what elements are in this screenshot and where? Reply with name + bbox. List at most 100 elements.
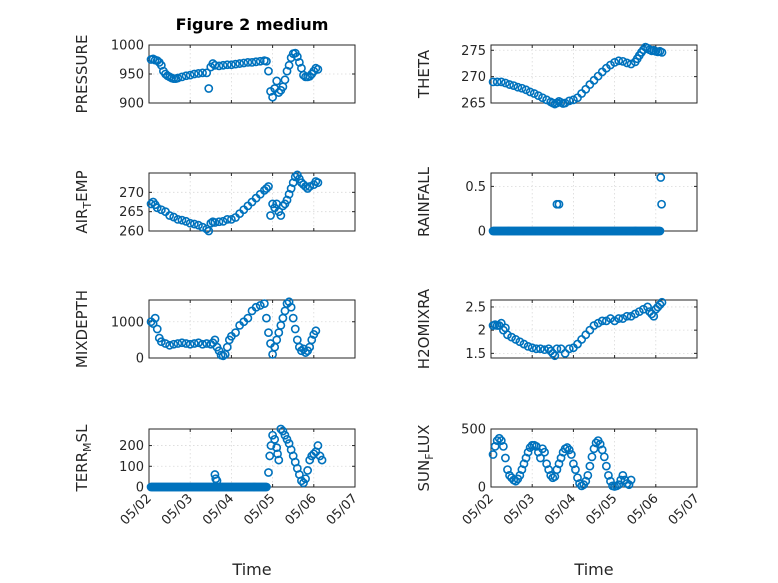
data-point bbox=[198, 68, 207, 78]
data-point bbox=[274, 455, 284, 465]
scatter-series bbox=[146, 48, 323, 102]
data-point bbox=[210, 218, 220, 227]
data-point bbox=[259, 299, 269, 309]
data-point bbox=[313, 64, 323, 74]
data-point bbox=[235, 59, 245, 68]
subplot-6: 1.5 2 2.5 H2OMIXRA bbox=[415, 288, 698, 369]
data-point bbox=[284, 60, 294, 70]
data-point bbox=[181, 216, 191, 226]
data-point bbox=[614, 480, 624, 490]
data-point bbox=[212, 476, 222, 486]
data-point bbox=[273, 449, 282, 459]
data-point bbox=[150, 313, 160, 323]
data-point bbox=[231, 59, 240, 69]
data-point bbox=[622, 58, 632, 68]
data-point bbox=[206, 218, 216, 228]
data-point bbox=[177, 72, 187, 82]
data-point bbox=[513, 82, 523, 92]
data-point bbox=[198, 339, 207, 349]
data-point bbox=[272, 76, 282, 86]
data-point bbox=[181, 339, 191, 348]
data-point bbox=[523, 447, 533, 457]
data-point bbox=[148, 319, 158, 328]
y-axis-label: SUNFLUX bbox=[415, 425, 436, 492]
data-point bbox=[488, 450, 498, 459]
data-point bbox=[218, 60, 228, 70]
data-point bbox=[536, 453, 545, 463]
y-tick-label: 0 bbox=[136, 352, 144, 367]
data-point bbox=[251, 57, 261, 67]
data-point bbox=[280, 75, 290, 85]
data-point bbox=[585, 461, 595, 471]
data-point bbox=[251, 302, 261, 312]
data-point bbox=[218, 216, 228, 226]
y-tick-label: 1.5 bbox=[465, 347, 486, 362]
data-point bbox=[509, 81, 519, 90]
data-point bbox=[278, 201, 288, 211]
scatter-series bbox=[146, 297, 321, 361]
y-tick-label: 2.5 bbox=[465, 300, 486, 315]
data-point bbox=[657, 297, 667, 307]
data-point bbox=[525, 87, 535, 97]
y-axis-label: RAINFALL bbox=[415, 166, 433, 237]
data-point bbox=[268, 430, 277, 440]
data-point bbox=[614, 56, 624, 66]
axes-box bbox=[490, 44, 698, 104]
data-point bbox=[301, 182, 310, 191]
data-point bbox=[606, 476, 615, 486]
data-point bbox=[146, 199, 156, 209]
y-tick-label: 1000 bbox=[111, 315, 144, 330]
data-point bbox=[564, 96, 574, 106]
data-point bbox=[313, 178, 323, 188]
data-point bbox=[152, 324, 162, 334]
data-point bbox=[268, 92, 277, 102]
data-point bbox=[523, 341, 533, 351]
y-tick-label: 0 bbox=[136, 481, 144, 496]
data-point bbox=[496, 77, 506, 87]
y-axis-label: THETA bbox=[415, 49, 433, 99]
data-point bbox=[202, 339, 212, 348]
data-point bbox=[311, 326, 321, 336]
data-point bbox=[173, 73, 183, 83]
data-point bbox=[177, 338, 187, 348]
data-point bbox=[202, 224, 212, 234]
data-point bbox=[564, 344, 574, 354]
data-point bbox=[536, 344, 545, 354]
data-point bbox=[173, 214, 183, 224]
data-point bbox=[226, 60, 236, 70]
data-point bbox=[280, 430, 290, 440]
data-point bbox=[194, 338, 203, 348]
y-tick-label: 2 bbox=[478, 324, 486, 339]
data-point bbox=[189, 339, 199, 348]
data-point bbox=[290, 172, 300, 182]
x-axis-label-right: Time bbox=[573, 560, 613, 579]
data-point bbox=[239, 58, 249, 68]
y-tick-label: 270 bbox=[461, 70, 486, 85]
data-point bbox=[505, 80, 514, 89]
data-point bbox=[204, 84, 214, 93]
data-point bbox=[189, 219, 199, 229]
data-point bbox=[494, 433, 504, 443]
y-axis-label: H2OMIXRA bbox=[415, 288, 433, 369]
scatter-series bbox=[146, 424, 327, 492]
y-axis-label: AIRTEMP bbox=[73, 170, 94, 233]
data-point bbox=[540, 447, 549, 457]
data-point bbox=[198, 222, 207, 232]
data-point bbox=[317, 455, 327, 465]
data-point bbox=[511, 476, 521, 486]
data-point bbox=[656, 173, 666, 182]
data-point bbox=[554, 199, 564, 209]
y-tick-label: 100 bbox=[119, 460, 144, 475]
y-tick-label: 260 bbox=[119, 225, 144, 240]
data-point bbox=[655, 226, 665, 236]
y-tick-label: 265 bbox=[461, 97, 486, 112]
subplot-2: 265 270 275 THETA bbox=[415, 42, 698, 112]
y-tick-label: 1000 bbox=[111, 39, 144, 54]
data-point bbox=[566, 450, 576, 459]
data-point bbox=[305, 455, 315, 465]
data-point bbox=[618, 470, 628, 480]
data-point bbox=[313, 441, 323, 450]
data-point bbox=[288, 313, 298, 323]
data-point bbox=[290, 324, 300, 334]
